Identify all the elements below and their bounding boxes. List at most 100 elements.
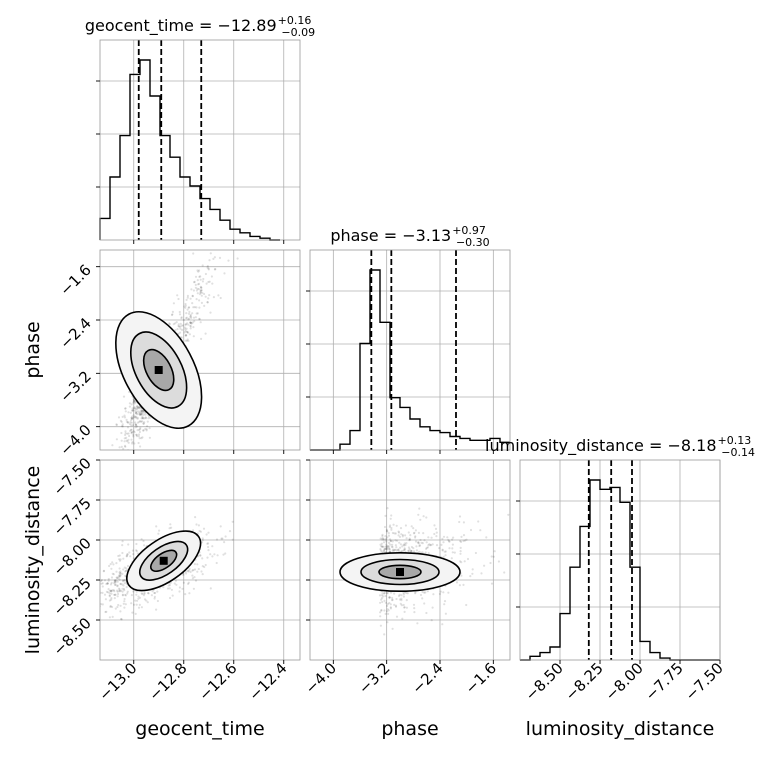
sample-point <box>103 593 107 596</box>
sample-point <box>127 432 130 435</box>
sample-point <box>139 445 142 448</box>
sample-point <box>187 581 190 584</box>
sample-point <box>391 598 394 601</box>
sample-point <box>147 592 150 595</box>
sample-point <box>129 555 132 558</box>
sample-point <box>386 610 389 613</box>
sample-point <box>121 587 124 590</box>
sample-point <box>409 534 412 537</box>
sample-point <box>116 590 119 593</box>
sample-point <box>425 546 428 549</box>
sample-point <box>385 528 388 531</box>
y-tick-label: −8.25 <box>50 574 95 619</box>
x-tick-label: −7.50 <box>682 659 727 704</box>
sample-point <box>188 317 191 320</box>
sample-point <box>128 491 130 493</box>
sample-point <box>413 611 416 614</box>
sample-point <box>119 572 122 575</box>
panel-hist-phase <box>310 250 510 451</box>
sample-point <box>144 416 147 419</box>
sample-point <box>132 409 135 412</box>
sample-point <box>385 548 389 551</box>
y-tick-label: −7.75 <box>50 494 95 539</box>
sample-point <box>407 531 410 534</box>
sample-point <box>130 421 133 424</box>
sample-point <box>131 409 134 412</box>
sample-point <box>186 308 189 311</box>
sample-point <box>419 518 422 521</box>
xlabel-geocent-time: geocent_time <box>135 718 264 740</box>
sample-point <box>462 534 466 537</box>
y-tick-label: −1.6 <box>56 261 94 299</box>
sample-point <box>379 537 382 540</box>
sample-point <box>128 405 131 408</box>
sample-point <box>213 256 216 259</box>
sample-point <box>131 549 134 552</box>
sample-point <box>124 432 127 435</box>
sample-point <box>136 417 139 420</box>
sample-point <box>231 520 234 523</box>
sample-point <box>184 570 187 573</box>
sample-point <box>141 436 144 439</box>
sample-point <box>132 416 135 419</box>
sample-point <box>131 441 134 444</box>
sample-point <box>123 600 126 603</box>
sample-point <box>384 548 387 551</box>
sample-point <box>198 317 201 320</box>
sample-point <box>206 266 209 269</box>
sample-point <box>183 305 186 308</box>
sample-point <box>118 567 121 570</box>
sample-point <box>121 579 125 582</box>
sample-point <box>118 590 121 593</box>
sample-point <box>132 414 135 417</box>
sample-point <box>204 295 207 298</box>
sample-point <box>124 407 127 410</box>
sample-point <box>442 591 445 594</box>
sample-point <box>389 606 392 609</box>
sample-point <box>380 598 383 601</box>
sample-point <box>442 535 446 538</box>
sample-point <box>105 610 108 613</box>
x-tick-label: −8.50 <box>522 659 567 704</box>
sample-point <box>200 286 203 289</box>
sample-point <box>132 557 135 560</box>
sample-point <box>134 411 137 414</box>
sample-point <box>201 565 204 568</box>
sample-point <box>207 280 210 284</box>
sample-point <box>141 592 144 596</box>
sample-point <box>216 554 219 557</box>
sample-point <box>392 523 395 526</box>
sample-point <box>209 587 212 590</box>
sample-point <box>426 546 429 549</box>
sample-point <box>134 409 137 412</box>
sample-point <box>137 441 140 445</box>
sample-point <box>132 400 135 403</box>
sample-point <box>416 622 419 625</box>
sample-point <box>442 555 445 559</box>
sample-point <box>169 523 172 526</box>
sample-point <box>189 315 192 318</box>
sample-point <box>393 592 396 595</box>
sample-point <box>188 333 191 336</box>
sample-point <box>140 538 143 541</box>
sample-point <box>126 553 129 556</box>
sample-point <box>132 407 135 410</box>
sample-point <box>154 591 157 595</box>
sample-point <box>124 430 127 433</box>
sample-point <box>107 579 110 582</box>
sample-point <box>458 515 462 518</box>
sample-point <box>399 543 402 546</box>
sample-point <box>189 315 192 318</box>
sample-point <box>143 591 146 594</box>
sample-point <box>141 409 144 412</box>
sample-point <box>130 594 133 597</box>
sample-point <box>458 520 461 524</box>
sample-point <box>404 543 407 547</box>
sample-point <box>196 292 199 295</box>
sample-point <box>125 554 128 558</box>
sample-point <box>143 598 147 601</box>
sample-point <box>394 539 397 542</box>
sample-point <box>385 545 388 548</box>
sample-point <box>125 439 128 442</box>
